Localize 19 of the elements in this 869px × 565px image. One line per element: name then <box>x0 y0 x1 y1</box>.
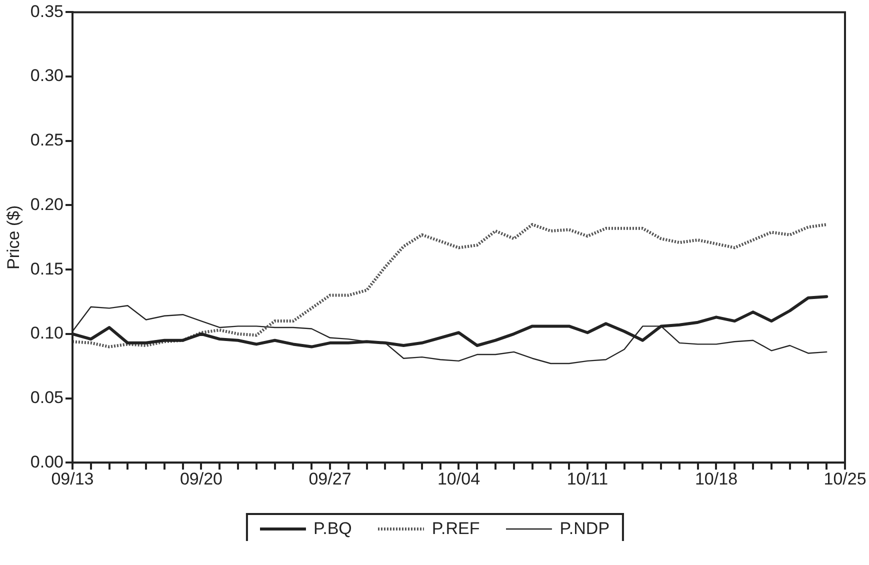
x-tick-label: 10/04 <box>437 469 480 488</box>
legend-label: P.BQ <box>313 519 352 539</box>
y-tick-label: 0.35 <box>30 2 64 21</box>
y-axis-title: Price ($) <box>4 205 23 270</box>
x-tick-label: 09/20 <box>180 469 223 488</box>
y-tick-label: 0.30 <box>30 66 64 86</box>
x-tick-label: 09/27 <box>308 469 352 488</box>
y-tick-label: 0.15 <box>30 259 64 278</box>
x-tick-label: 09/13 <box>51 469 94 488</box>
y-tick-label: 0.10 <box>30 324 64 343</box>
x-tick-label: 10/25 <box>824 469 866 488</box>
y-tick-label: 0.05 <box>30 388 64 407</box>
x-tick-label: 10/11 <box>566 469 608 488</box>
x-tick-label: 10/18 <box>694 469 738 488</box>
legend-label: P.REF <box>432 519 480 539</box>
y-tick-label: 0.00 <box>30 452 64 472</box>
y-tick-label: 0.25 <box>30 130 64 150</box>
legend-label: P.NDP <box>560 519 610 539</box>
y-tick-label: 0.20 <box>30 194 64 214</box>
